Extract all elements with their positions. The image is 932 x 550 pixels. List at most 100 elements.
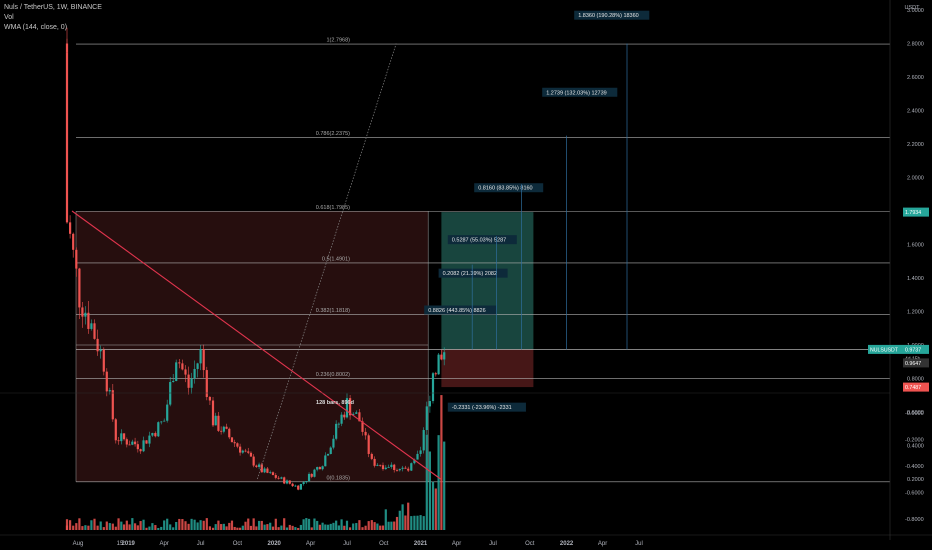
price-tag-3: 0.7487 [905, 385, 921, 391]
volume-bar [422, 516, 425, 530]
volume-bar [398, 510, 401, 530]
candle-body [196, 363, 199, 369]
candle-body [122, 433, 126, 440]
candle-body [288, 480, 291, 484]
volume-bar [252, 518, 255, 530]
candle-body [297, 485, 300, 490]
candle-body [178, 362, 181, 364]
candle-body [139, 449, 142, 452]
volume-bar [199, 520, 202, 530]
candle-body [294, 485, 297, 487]
stop-label: -0.2331 (-23.96%) -2331 [452, 405, 512, 411]
volume-bar [151, 523, 154, 530]
volume-bar [307, 518, 311, 530]
volume-bar [148, 526, 151, 530]
volume-bar [340, 519, 343, 530]
candle-body [384, 467, 387, 470]
candle-body [443, 352, 446, 360]
volume-bar [99, 521, 102, 530]
volume-bar [247, 518, 250, 530]
volume-bar [249, 525, 253, 530]
current-price-tag: 0.9737 [905, 347, 921, 353]
candle-body [367, 435, 370, 454]
candle-body [65, 52, 69, 223]
target-1-label-bg [438, 268, 508, 278]
candle-body [247, 451, 250, 453]
candle-body [163, 420, 166, 422]
volume-bar [305, 518, 308, 530]
volume-bar [390, 521, 393, 530]
volume-bar [255, 526, 258, 530]
volume-bar [393, 521, 396, 530]
candle-body [335, 423, 338, 439]
price-tick-9: 1.2000 [907, 310, 924, 316]
volume-bar [364, 525, 367, 530]
time-tick-12: Jul [489, 541, 497, 547]
volume-bar [285, 527, 289, 530]
fib-label-6: 0(0.1835) [326, 475, 350, 481]
candle-body [72, 233, 75, 250]
candle-body [299, 483, 303, 490]
volume-bar [321, 522, 324, 530]
volume-bar [225, 526, 228, 530]
candle-body [358, 412, 361, 422]
candle-body [434, 373, 437, 375]
volume-bar [111, 523, 114, 530]
candle-body [230, 437, 234, 443]
candle-body [376, 464, 379, 466]
volume-bar [379, 525, 382, 530]
volume-bar [326, 524, 330, 530]
volume-indicator-label[interactable]: Vol [4, 14, 14, 21]
volume-bar [208, 526, 211, 530]
volume-bar [410, 516, 413, 530]
candle-body [125, 439, 128, 445]
candle-body [211, 400, 215, 426]
candle-body [87, 312, 90, 329]
volume-bar [277, 527, 280, 530]
candle-body [422, 430, 425, 451]
volume-bar [349, 527, 352, 530]
target-2-label: 0.5287 (55.03%) 5287 [452, 238, 506, 244]
volume-bar [413, 515, 416, 530]
candle-body [84, 312, 87, 317]
price-tick-12: 0.6000 [907, 410, 924, 416]
volume-bar [332, 522, 335, 530]
candle-body [228, 428, 231, 438]
price-tick-0: 3.0000 [907, 8, 924, 14]
candle-body [249, 452, 253, 457]
volume-bar [297, 527, 300, 530]
target-5-label-bg [574, 10, 650, 20]
candle-body [407, 468, 410, 471]
candle-body [305, 481, 308, 483]
volume-bar [407, 502, 410, 530]
volume-bar [280, 525, 283, 530]
candle-body [310, 473, 313, 477]
price-tick-1: 2.8000 [907, 42, 924, 48]
volume-bar [90, 520, 93, 530]
candle-body [160, 421, 163, 423]
volume-bar [316, 520, 319, 530]
candle-body [193, 368, 196, 379]
price-tick-4: 2.2000 [907, 142, 924, 148]
candle-body [117, 440, 120, 442]
volume-bar [274, 518, 277, 530]
price-tick-2: 2.6000 [907, 75, 924, 81]
candle-body [99, 349, 102, 352]
symbol-title[interactable]: Nuls / TetherUS, 1W, BINANCE [4, 4, 102, 11]
volume-bar [102, 527, 105, 530]
candle-body [313, 469, 316, 477]
candle-body [332, 438, 335, 448]
volume-bar [190, 518, 193, 530]
volume-bar [257, 520, 261, 530]
wma-indicator-label[interactable]: WMA (144, close, 0) [4, 24, 68, 31]
volume-bar [81, 526, 84, 530]
volume-bar [244, 521, 247, 530]
time-tick-14: 2022 [560, 541, 574, 547]
volume-bar [108, 523, 111, 530]
candle-body [291, 483, 294, 487]
candle-body [283, 477, 286, 484]
target-range-label: 0.8826 (443.85%) 8826 [428, 308, 486, 314]
candle-body [157, 422, 160, 437]
candle-body [220, 430, 223, 432]
